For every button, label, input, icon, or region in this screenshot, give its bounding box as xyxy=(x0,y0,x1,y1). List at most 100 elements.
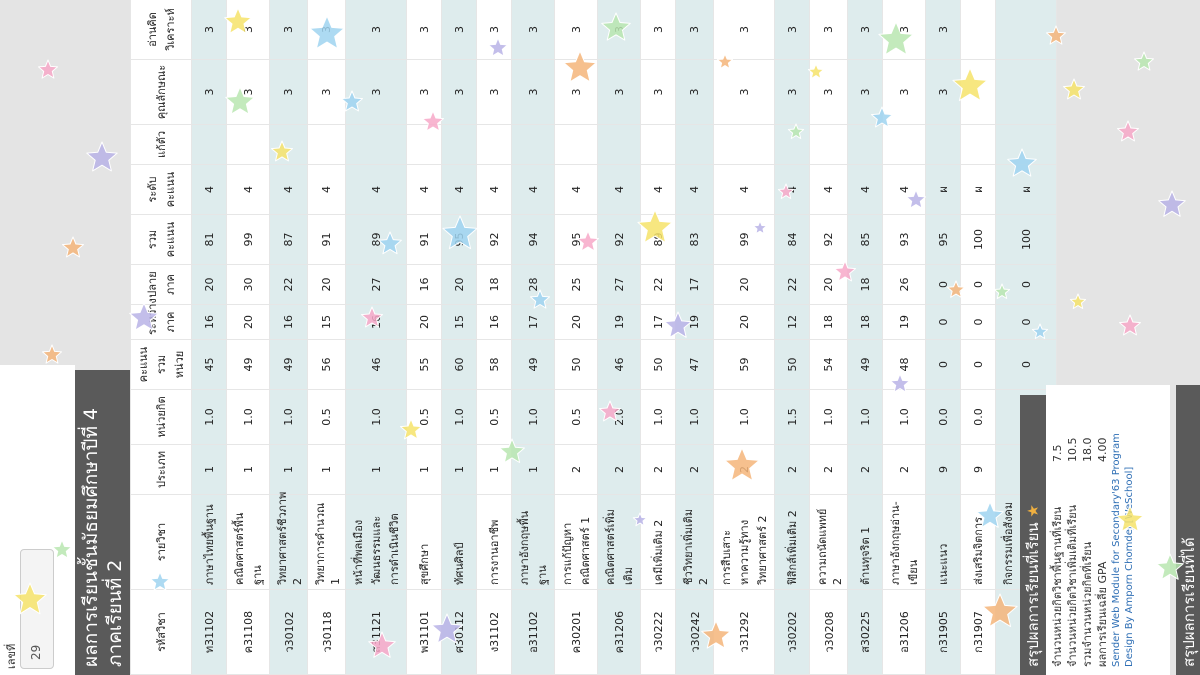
table-cell: 85 xyxy=(847,214,883,265)
table-cell: คณิตศาสตร์พื้นฐาน xyxy=(226,494,270,590)
grade-table: รหัสวิชา รายวิชา ประเภท หน่วยกิต คะแนนรวมหน่… xyxy=(130,0,1057,675)
table-cell: 92 xyxy=(597,214,641,265)
table-cell: 89 xyxy=(640,214,676,265)
table-cell: 92 xyxy=(476,214,512,265)
table-cell: 28 xyxy=(511,264,555,305)
column-header: อ่านคิดวิเคราะห์ xyxy=(130,0,192,60)
table-cell: ก31907 xyxy=(960,589,996,675)
table-cell: 16 xyxy=(345,304,407,340)
table-cell: 1.0 xyxy=(675,389,714,445)
table-cell: 1 xyxy=(269,444,308,495)
table-cell: 46 xyxy=(345,339,407,390)
summary-box: จำนวนหน่วยกิตวิชาพื้นฐานที่เรียน 7.5 จำนวน… xyxy=(1046,385,1170,675)
table-cell: 1 xyxy=(345,444,407,495)
table-cell: 89 xyxy=(345,214,407,265)
table-cell xyxy=(640,124,676,165)
table-cell: 3 xyxy=(925,59,961,125)
table-cell: 16 xyxy=(269,304,308,340)
table-cell: 56 xyxy=(307,339,346,390)
table-cell: 4 xyxy=(226,164,270,215)
table-cell: 100 xyxy=(960,214,996,265)
table-cell: 2 xyxy=(554,444,598,495)
table-cell: 20 xyxy=(713,264,775,305)
table-cell: 4 xyxy=(774,164,810,215)
credit-line: Sender Web Module for Secondary'63 Progr… xyxy=(1111,433,1122,667)
table-cell: 2.0 xyxy=(597,389,641,445)
summary-row: รวมจำนวนหน่วยกิตที่เรียน 18.0 xyxy=(1080,393,1095,668)
table-cell: 12 xyxy=(774,304,810,340)
table-cell: 4 xyxy=(406,164,442,215)
table-row: ส31121 หน้าที่พลเมือง วัฒนธรรมและการดำเนิ… xyxy=(345,0,407,675)
table-cell: 3 xyxy=(554,59,598,125)
table-cell: 15 xyxy=(307,304,346,340)
table-cell: 2 xyxy=(597,444,641,495)
table-cell: อ31206 xyxy=(882,589,926,675)
table-cell xyxy=(406,124,442,165)
table-cell: 3 xyxy=(226,59,270,125)
table-cell: 1 xyxy=(226,444,270,495)
table-cell: 3 xyxy=(675,59,714,125)
table-cell: 47 xyxy=(675,339,714,390)
table-cell xyxy=(554,124,598,165)
table-cell: 20 xyxy=(554,304,598,340)
table-cell: 3 xyxy=(511,0,555,60)
table-cell: 22 xyxy=(774,264,810,305)
table-cell: 0 xyxy=(960,264,996,305)
table-cell: 19 xyxy=(882,304,926,340)
number-input[interactable]: 29 xyxy=(20,549,54,669)
table-cell: 1.0 xyxy=(226,389,270,445)
table-cell: 3 xyxy=(441,59,477,125)
table-cell: 91 xyxy=(307,214,346,265)
table-cell: ว31292 xyxy=(713,589,775,675)
table-cell: 3 xyxy=(847,59,883,125)
summary-title: สรุปผลการเรียนที่เรียน ★ xyxy=(1020,395,1046,675)
table-cell: ภาษาไทยพื้นฐาน xyxy=(191,494,227,590)
table-cell: 25 xyxy=(554,264,598,305)
table-cell: 3 xyxy=(809,59,848,125)
table-row: ค31108 คณิตศาสตร์พื้นฐาน 1 1.0 49 20 30 99 4 3 3 xyxy=(226,0,270,675)
table-cell: ผ xyxy=(925,164,961,215)
table-cell: 22 xyxy=(640,264,676,305)
table-cell: 55 xyxy=(406,339,442,390)
table-row: ค31206 คณิตศาสตร์เพิ่มเติม 2 2.0 46 19 27 92 4 3 3 xyxy=(597,0,641,675)
table-cell: ส่งเสริมจิตการ xyxy=(960,494,996,590)
column-header: รายวิชา xyxy=(130,494,192,590)
table-cell: 4 xyxy=(191,164,227,215)
table-cell: 3 xyxy=(441,0,477,60)
table-cell: 1.0 xyxy=(713,389,775,445)
table-cell: 99 xyxy=(226,214,270,265)
table-cell: 4 xyxy=(345,164,407,215)
table-cell: 1.0 xyxy=(441,389,477,445)
table-cell: 0.0 xyxy=(960,389,996,445)
column-header: คุณลักษณะ xyxy=(130,59,192,125)
summary-row: จำนวนหน่วยกิตวิชาพื้นฐานที่เรียน 7.5 xyxy=(1050,393,1065,668)
table-cell: 18 xyxy=(476,264,512,305)
credit-line: Design By Amporn Chomdej [WeSchool] xyxy=(1124,466,1135,667)
table-cell: 49 xyxy=(269,339,308,390)
table-cell: 2 xyxy=(713,444,775,495)
table-cell: 50 xyxy=(554,339,598,390)
table-cell: 4 xyxy=(554,164,598,215)
table-cell xyxy=(269,124,308,165)
summary-title-text: สรุปผลการเรียนที่เรียน xyxy=(1024,522,1042,667)
table-cell: 99 xyxy=(713,214,775,265)
table-cell: สุขศึกษา xyxy=(406,494,442,590)
table-cell: 20 xyxy=(307,264,346,305)
table-cell xyxy=(345,124,407,165)
table-cell: 1.0 xyxy=(640,389,676,445)
table-cell: 3 xyxy=(226,0,270,60)
table-cell xyxy=(882,124,926,165)
table-cell: 1.0 xyxy=(269,389,308,445)
table-cell: 4 xyxy=(640,164,676,215)
table-cell: พ31101 xyxy=(406,589,442,675)
summary-value: 4.00 xyxy=(1096,437,1109,463)
table-cell: 17 xyxy=(675,264,714,305)
table-cell: 49 xyxy=(847,339,883,390)
table-cell: 3 xyxy=(554,0,598,60)
table-cell: การสืบเสาะหาความรู้ทางวิทยาศาสตร์ 2 xyxy=(713,494,775,590)
table-cell: ทัศนศิลป์ xyxy=(441,494,477,590)
table-cell: 9 xyxy=(925,444,961,495)
table-row: อ31102 ภาษาอังกฤษพื้นฐาน 1 1.0 49 17 28 94 4 3 3 xyxy=(511,0,555,675)
table-cell: 87 xyxy=(269,214,308,265)
